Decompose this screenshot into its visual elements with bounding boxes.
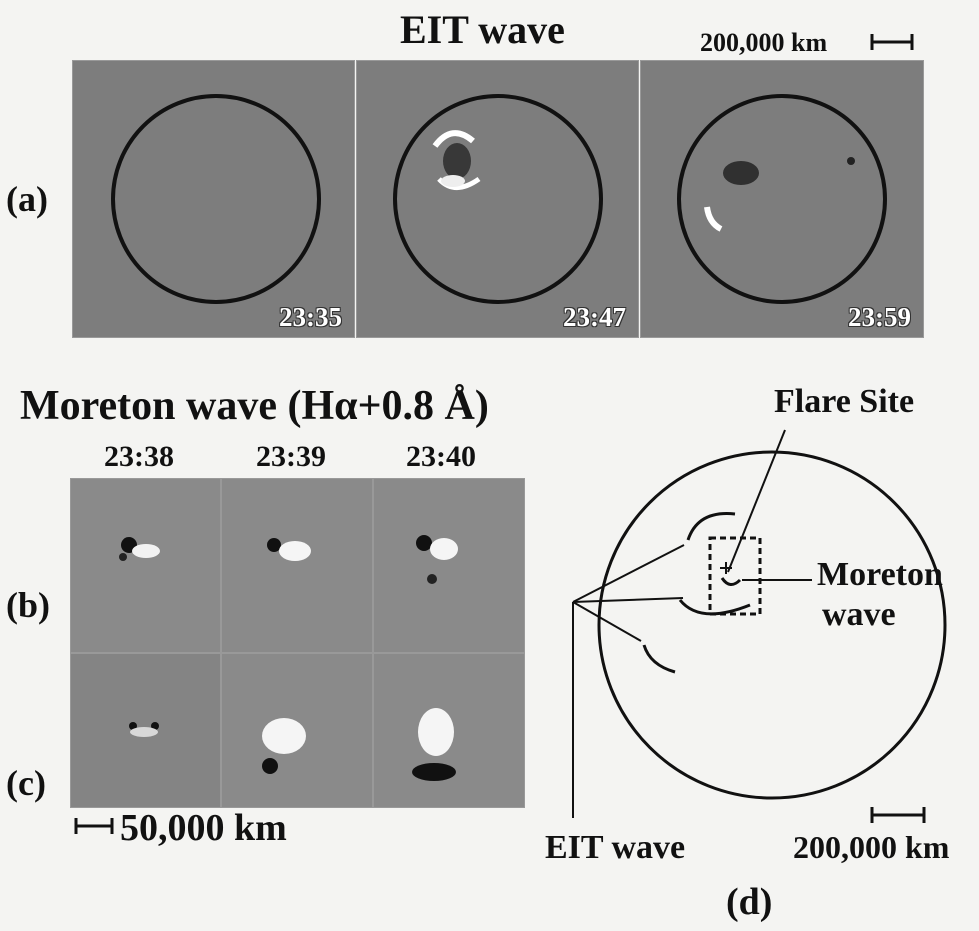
moreton-time-2: 23:39: [256, 440, 326, 473]
halpha-frame-b1: [70, 478, 221, 653]
eit-wave-label: EIT wave: [545, 829, 686, 866]
moreton-time-3: 23:40: [406, 440, 476, 473]
eit-arc-3: [642, 644, 676, 674]
eit-scale-label: 200,000 km: [700, 28, 828, 57]
eit-arc-1: [686, 512, 736, 541]
eit-time-2: 23:47: [563, 302, 626, 332]
moreton-arc: [720, 577, 742, 586]
label-c: (c): [6, 763, 46, 803]
moreton-scale-label: 50,000 km: [120, 807, 287, 849]
moreton-label-line1: Moreton: [817, 556, 943, 593]
eit-frame-1: 23:35: [72, 60, 355, 338]
moreton-time-1: 23:38: [104, 440, 174, 473]
flare-pointer: [727, 429, 786, 573]
eit-frame-3: 23:59: [640, 60, 924, 338]
moreton-label-line2: wave: [822, 596, 896, 633]
eit-arc-2: [678, 599, 751, 616]
moreton-title: Moreton wave (Hα+0.8 Å): [20, 383, 489, 429]
eit-frame-2: 23:47: [356, 60, 639, 338]
halpha-frame-b2: [221, 478, 373, 653]
diagram-scale-label: 200,000 km: [793, 829, 950, 865]
halpha-frame-c3: [373, 653, 525, 808]
flare-box: [708, 536, 762, 616]
halpha-frame-c2: [221, 653, 373, 808]
label-d: (d): [726, 881, 773, 923]
eit-title: EIT wave: [400, 7, 565, 52]
label-a: (a): [6, 179, 48, 219]
halpha-frame-b3: [373, 478, 525, 653]
halpha-frame-c1: [70, 653, 221, 808]
eit-time-3: 23:59: [848, 302, 911, 332]
label-b: (b): [6, 585, 50, 625]
flare-site-label: Flare Site: [774, 383, 915, 420]
eit-time-1: 23:35: [279, 302, 342, 332]
